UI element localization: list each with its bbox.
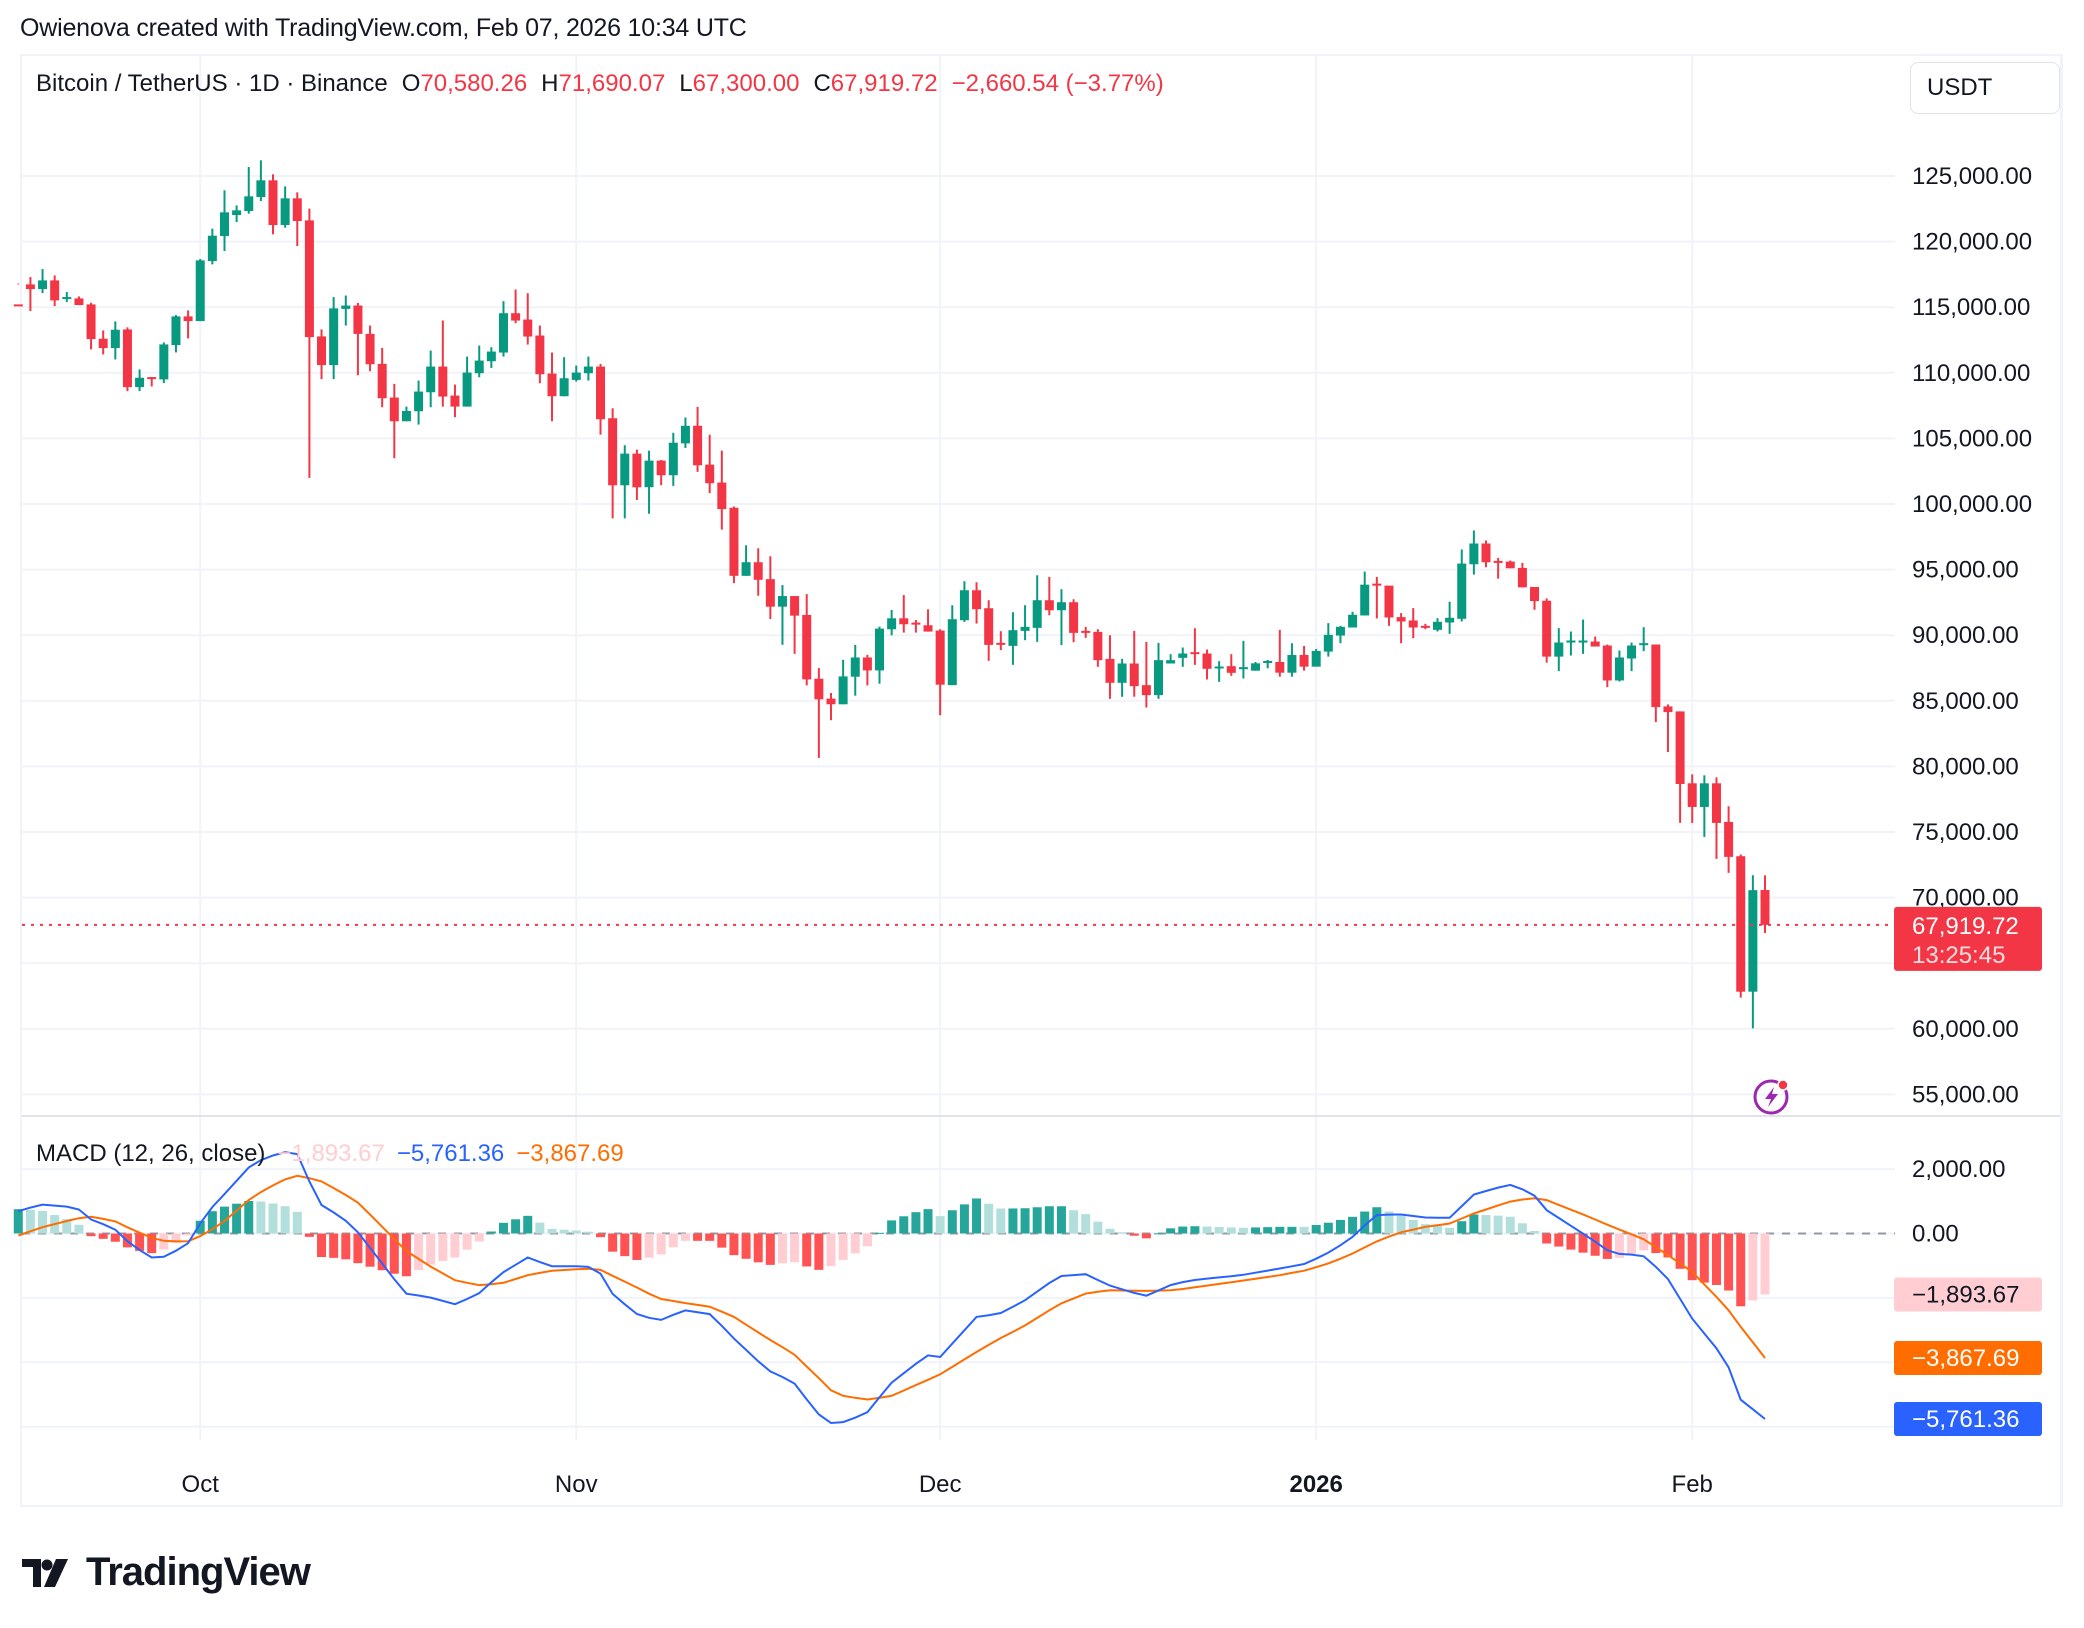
svg-text:−3,867.69: −3,867.69 bbox=[1912, 1345, 2019, 1372]
close-value: 67,919.72 bbox=[830, 70, 938, 97]
price-tick-label: 80,000.00 bbox=[1912, 753, 2019, 780]
macd-histogram bbox=[13, 1198, 1770, 1307]
time-tick-label: 2026 bbox=[1289, 1471, 1342, 1498]
tradingview-logo-text: TradingView bbox=[86, 1550, 311, 1594]
macd-value-label: −5,761.36 bbox=[1894, 1402, 2042, 1437]
time-tick-label: Feb bbox=[1672, 1471, 1713, 1498]
svg-text:67,919.72: 67,919.72 bbox=[1912, 913, 2019, 940]
svg-text:−5,761.36: −5,761.36 bbox=[1912, 1406, 2019, 1433]
price-tick-label: 55,000.00 bbox=[1912, 1081, 2019, 1108]
price-tick-label: 60,000.00 bbox=[1912, 1016, 2019, 1043]
macd-line bbox=[18, 1151, 1766, 1425]
time-axis[interactable]: Oct Nov Dec 2026 Feb bbox=[182, 1471, 1713, 1498]
macd-value-labels: −1,893.67 −3,867.69 −5,761.36 bbox=[1894, 1277, 2042, 1437]
macd-signal-line bbox=[17, 1174, 1766, 1401]
high-value: 71,690.07 bbox=[558, 70, 666, 97]
svg-text:13:25:45: 13:25:45 bbox=[1912, 942, 2005, 969]
candlesticks bbox=[13, 160, 1770, 1029]
price-tick-label: 85,000.00 bbox=[1912, 688, 2019, 715]
price-tick-label: 100,000.00 bbox=[1912, 491, 2032, 518]
symbol-title[interactable]: Bitcoin / TetherUS · 1D · Binance bbox=[36, 70, 388, 97]
tradingview-logo-icon bbox=[22, 1558, 68, 1587]
price-tick-label: 125,000.00 bbox=[1912, 163, 2032, 190]
macd-axis[interactable]: 2,000.00 0.00 bbox=[1912, 1156, 2005, 1247]
price-tick-label: 90,000.00 bbox=[1912, 622, 2019, 649]
time-tick-label: Oct bbox=[182, 1471, 220, 1498]
low-label: L bbox=[679, 70, 693, 97]
macd-title[interactable]: MACD (12, 26, close) bbox=[36, 1140, 266, 1167]
macd-signal-value: −3,867.69 bbox=[516, 1140, 624, 1167]
tradingview-logo[interactable]: TradingView bbox=[22, 1550, 311, 1595]
open-label: O bbox=[401, 70, 421, 97]
macd-tick-label: 0.00 bbox=[1912, 1221, 1959, 1248]
price-tick-label: 105,000.00 bbox=[1912, 425, 2032, 452]
high-label: H bbox=[541, 70, 559, 97]
chart-credit: Owienova created with TradingView.com, F… bbox=[20, 14, 747, 42]
price-tick-label: 95,000.00 bbox=[1912, 557, 2019, 584]
signal-value-label: −3,867.69 bbox=[1894, 1341, 2042, 1376]
histogram-value-label: −1,893.67 bbox=[1894, 1277, 2042, 1312]
time-tick-label: Nov bbox=[555, 1471, 598, 1498]
price-tick-label: 75,000.00 bbox=[1912, 819, 2019, 846]
macd-histogram-value: −1,893.67 bbox=[277, 1140, 385, 1167]
symbol-legend: Bitcoin / TetherUS · 1D · Binance O70,580… bbox=[36, 70, 1164, 98]
price-tick-label: 115,000.00 bbox=[1912, 294, 2030, 321]
macd-tick-label: 2,000.00 bbox=[1912, 1156, 2005, 1183]
low-value: 67,300.00 bbox=[692, 70, 800, 97]
price-axis[interactable]: 125,000.00 120,000.00 115,000.00 110,000.00… bbox=[1912, 163, 2032, 1108]
macd-line-value: −5,761.36 bbox=[396, 1140, 505, 1167]
price-tick-label: 120,000.00 bbox=[1912, 229, 2032, 256]
close-label: C bbox=[813, 70, 831, 97]
lightning-alert-icon[interactable] bbox=[1752, 1076, 1792, 1116]
price-tick-label: 110,000.00 bbox=[1912, 360, 2030, 387]
currency-selector[interactable]: USDT bbox=[1910, 62, 2060, 114]
time-tick-label: Dec bbox=[919, 1471, 962, 1498]
change-value: −2,660.54 (−3.77%) bbox=[951, 70, 1164, 97]
macd-legend: MACD (12, 26, close) −1,893.67 −5,761.36 −3… bbox=[36, 1140, 624, 1168]
svg-text:−1,893.67: −1,893.67 bbox=[1912, 1281, 2019, 1308]
open-value: 70,580.26 bbox=[420, 70, 528, 97]
